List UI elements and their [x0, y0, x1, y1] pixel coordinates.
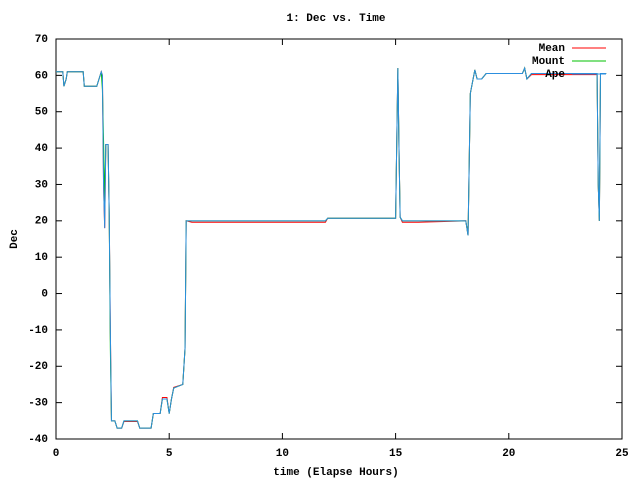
y-tick-label: 40 — [35, 143, 48, 155]
y-tick-label: 10 — [35, 252, 48, 264]
y-tick-label: 60 — [35, 70, 48, 82]
y-tick-label: -40 — [28, 434, 48, 446]
x-tick-label: 20 — [502, 448, 515, 460]
legend-label: Ape — [545, 69, 565, 81]
x-tick-label: 0 — [53, 448, 60, 460]
x-tick-label: 15 — [389, 448, 403, 460]
y-tick-label: 20 — [35, 216, 48, 228]
y-tick-label: -10 — [28, 325, 48, 337]
series-line — [56, 66, 607, 429]
legend-label: Mount — [532, 56, 565, 68]
y-tick-label: 0 — [41, 288, 48, 300]
y-tick-label: -30 — [28, 398, 48, 410]
y-axis-label: Dec — [9, 229, 21, 249]
y-tick-label: 30 — [35, 179, 48, 191]
x-tick-label: 25 — [615, 448, 629, 460]
legend-label: Mean — [539, 43, 565, 55]
plot-frame — [55, 38, 623, 440]
chart-title: 1: Dec vs. Time — [286, 13, 385, 25]
x-axis-label: time (Elapse Hours) — [273, 467, 398, 479]
y-tick-label: 50 — [35, 107, 48, 119]
x-tick-label: 5 — [166, 448, 173, 460]
x-tick-label: 10 — [276, 448, 289, 460]
y-tick-label: -20 — [28, 361, 48, 373]
y-tick-label: 70 — [35, 34, 48, 46]
